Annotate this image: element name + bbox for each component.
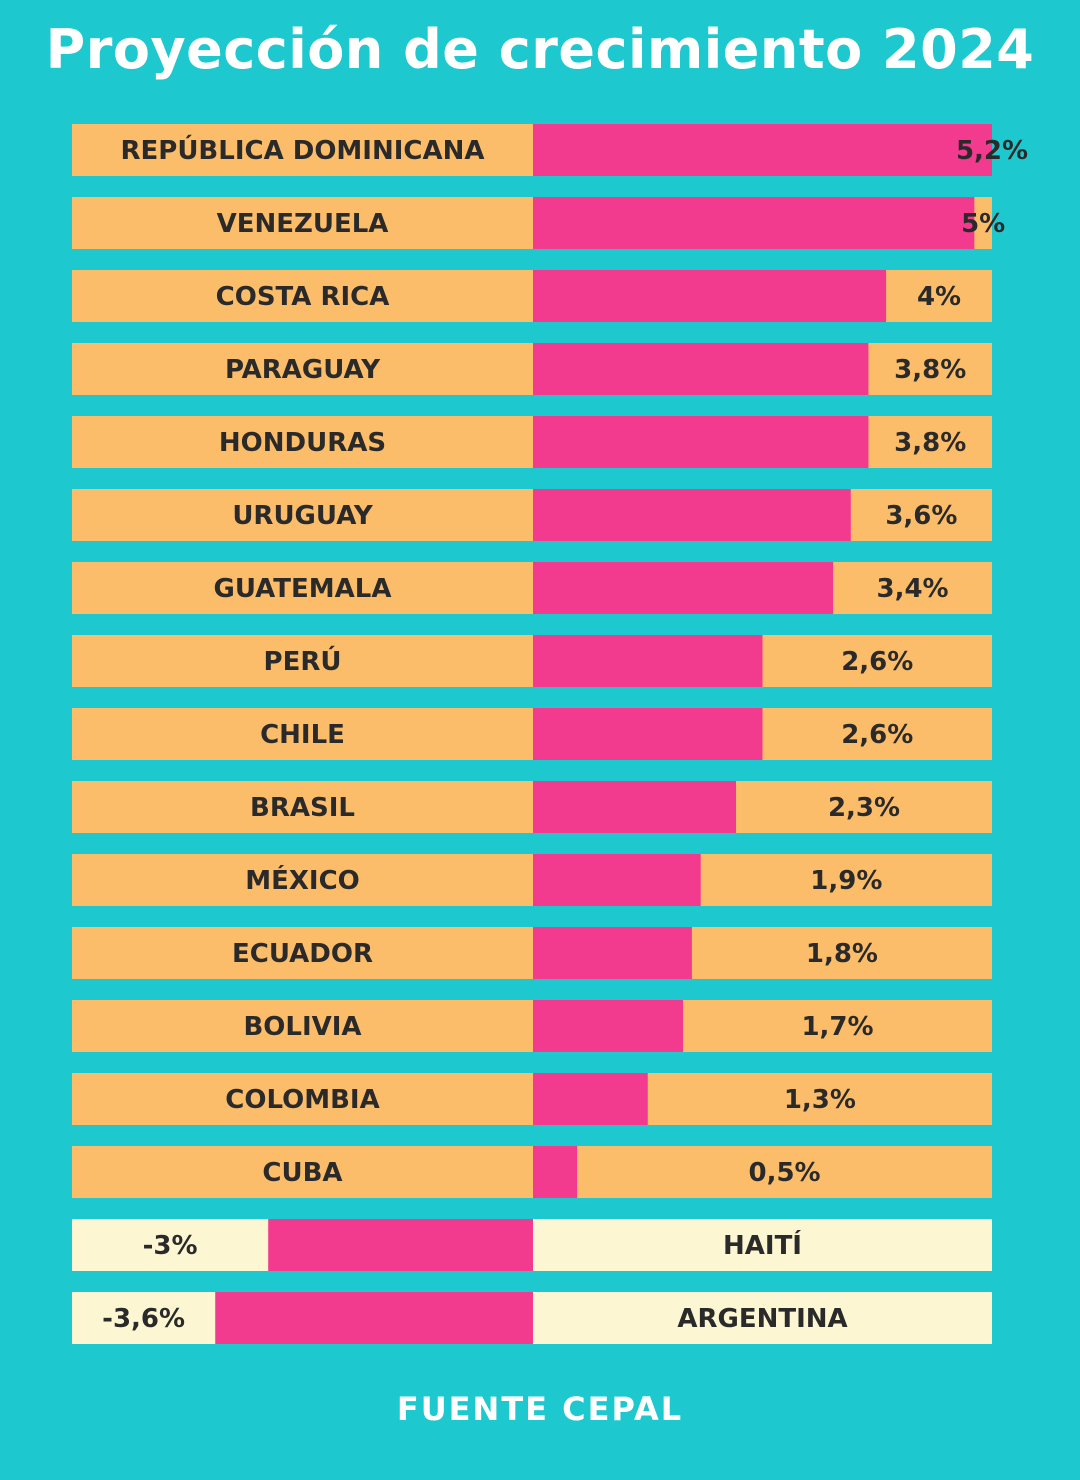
row-background — [72, 1073, 992, 1125]
value-label: 3,4% — [877, 574, 949, 604]
value-label: -3% — [143, 1231, 198, 1261]
value-label: 3,8% — [894, 355, 966, 385]
chart-title: Proyección de crecimiento 2024 — [45, 18, 1035, 81]
bar — [533, 197, 975, 249]
category-label: HONDURAS — [219, 428, 386, 458]
value-label: 0,5% — [749, 1158, 821, 1188]
bar — [533, 343, 869, 395]
bar — [215, 1292, 533, 1344]
bar — [533, 1073, 648, 1125]
row-background — [72, 781, 992, 833]
category-label: PERÚ — [264, 645, 342, 677]
bar — [533, 1000, 684, 1052]
category-label: PARAGUAY — [225, 355, 381, 385]
value-label: 5,2% — [956, 136, 1028, 166]
value-label: 2,3% — [828, 793, 900, 823]
bar — [533, 635, 763, 687]
row-background — [72, 489, 992, 541]
value-label: 2,6% — [841, 720, 913, 750]
bar — [533, 781, 737, 833]
source-note: FUENTE CEPAL — [396, 1390, 684, 1428]
bar — [533, 927, 692, 979]
value-label: 3,6% — [885, 501, 957, 531]
category-label: URUGUAY — [232, 501, 374, 531]
value-label: 1,7% — [801, 1012, 873, 1042]
value-label: -3,6% — [102, 1304, 185, 1334]
row-background — [72, 854, 992, 906]
bar — [268, 1219, 533, 1271]
bar — [533, 562, 834, 614]
value-label: 1,3% — [784, 1085, 856, 1115]
category-label: VENEZUELA — [217, 209, 389, 239]
category-label: MÉXICO — [245, 864, 360, 896]
category-label: COSTA RICA — [216, 282, 390, 312]
value-label: 4% — [917, 282, 961, 312]
category-label: BOLIVIA — [243, 1012, 361, 1042]
category-label: ECUADOR — [232, 939, 373, 969]
value-label: 5% — [961, 209, 1005, 239]
row-background — [72, 562, 992, 614]
bar — [533, 124, 992, 176]
category-label: CHILE — [260, 720, 345, 750]
row-background — [72, 1000, 992, 1052]
category-label: ARGENTINA — [677, 1304, 847, 1334]
category-label: HAITÍ — [723, 1229, 802, 1261]
category-label: COLOMBIA — [225, 1085, 379, 1115]
bar — [533, 416, 869, 468]
category-label: CUBA — [262, 1158, 342, 1188]
bar — [533, 854, 701, 906]
value-label: 1,9% — [810, 866, 882, 896]
value-label: 3,8% — [894, 428, 966, 458]
category-label: BRASIL — [250, 793, 355, 823]
row-background — [72, 635, 992, 687]
row-background — [72, 708, 992, 760]
bar — [533, 270, 887, 322]
value-label: 1,8% — [806, 939, 878, 969]
bar — [533, 489, 851, 541]
value-label: 2,6% — [841, 647, 913, 677]
bar — [533, 708, 763, 760]
category-label: GUATEMALA — [214, 574, 392, 604]
row-background — [72, 927, 992, 979]
category-label: REPÚBLICA DOMINICANA — [120, 134, 484, 166]
bar — [533, 1146, 578, 1198]
row-background — [72, 1146, 992, 1198]
